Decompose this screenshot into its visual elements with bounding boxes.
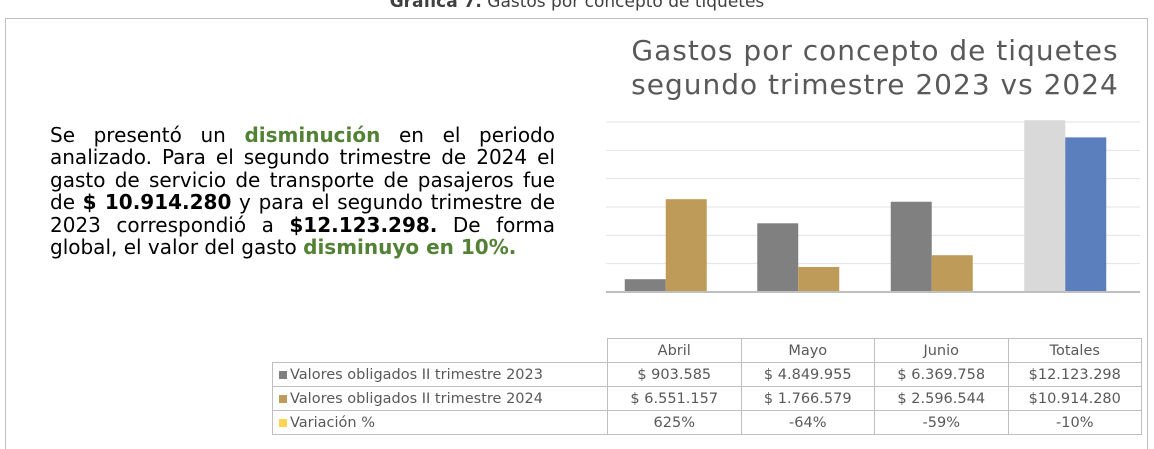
bar	[1065, 137, 1107, 292]
legend-swatch	[279, 419, 287, 427]
paragraph: Se presentó un disminución en el periodo…	[50, 123, 555, 260]
text: y para el segundo trimestre de 2023 corr…	[50, 190, 555, 237]
bar	[624, 279, 666, 292]
bar	[665, 199, 707, 292]
header-cell: Totales	[1007, 338, 1142, 363]
value-cell: $ 2.596.544	[874, 386, 1009, 411]
frame	[5, 18, 1148, 449]
value-cell: -59%	[874, 410, 1009, 435]
bar	[757, 223, 799, 292]
header-cell: Junio	[874, 338, 1009, 363]
text: en el periodo analizado. Para el segundo…	[50, 123, 555, 215]
highlight: disminuyo en 10%.	[303, 235, 517, 260]
legend-swatch	[279, 395, 287, 403]
value-cell: $12.123.298	[1007, 362, 1142, 387]
highlight: disminución	[244, 123, 381, 147]
value-cell: $ 903.585	[607, 362, 742, 387]
bar	[1024, 120, 1066, 292]
value-cell: $ 1.766.579	[740, 386, 875, 411]
legend-swatch	[279, 371, 287, 379]
row-label: Valores obligados II trimestre 2023	[272, 362, 608, 387]
row-label: Valores obligados II trimestre 2024	[272, 386, 608, 411]
value-cell: 625%	[607, 410, 742, 435]
text: Se presentó un	[50, 123, 245, 147]
caption: Gráfica 7. Gastos por concepto de tiquet…	[0, 0, 1154, 12]
value-cell: $ 6.369.758	[874, 362, 1009, 387]
row-label: Variación %	[272, 410, 608, 435]
value-cell: -64%	[740, 410, 875, 435]
header-cell: Abril	[607, 338, 742, 363]
value-cell: $10.914.280	[1007, 386, 1142, 411]
chart-title: Gastos por concepto de tiquetes segundo …	[631, 34, 1119, 101]
amount: $12.123.298.	[289, 212, 438, 237]
legend-label: Variación %	[290, 415, 376, 431]
value-cell: -10%	[1007, 410, 1142, 435]
text: De forma global, el valor del gasto	[50, 212, 555, 260]
amount: $ 10.914.280	[82, 190, 232, 215]
chart	[606, 120, 1140, 293]
legend-label: Valores obligados II trimestre 2023	[290, 367, 543, 383]
bar	[798, 266, 840, 292]
value-cell: $ 4.849.955	[740, 362, 875, 387]
bar	[890, 201, 932, 292]
bar	[931, 255, 973, 292]
value-cell: $ 6.551.157	[607, 386, 742, 411]
header-cell: Mayo	[740, 338, 875, 363]
legend-label: Valores obligados II trimestre 2024	[290, 391, 543, 407]
caption-label: Gráfica 7.	[389, 0, 482, 12]
caption-text: Gastos por concepto de tiquetes	[481, 0, 765, 12]
